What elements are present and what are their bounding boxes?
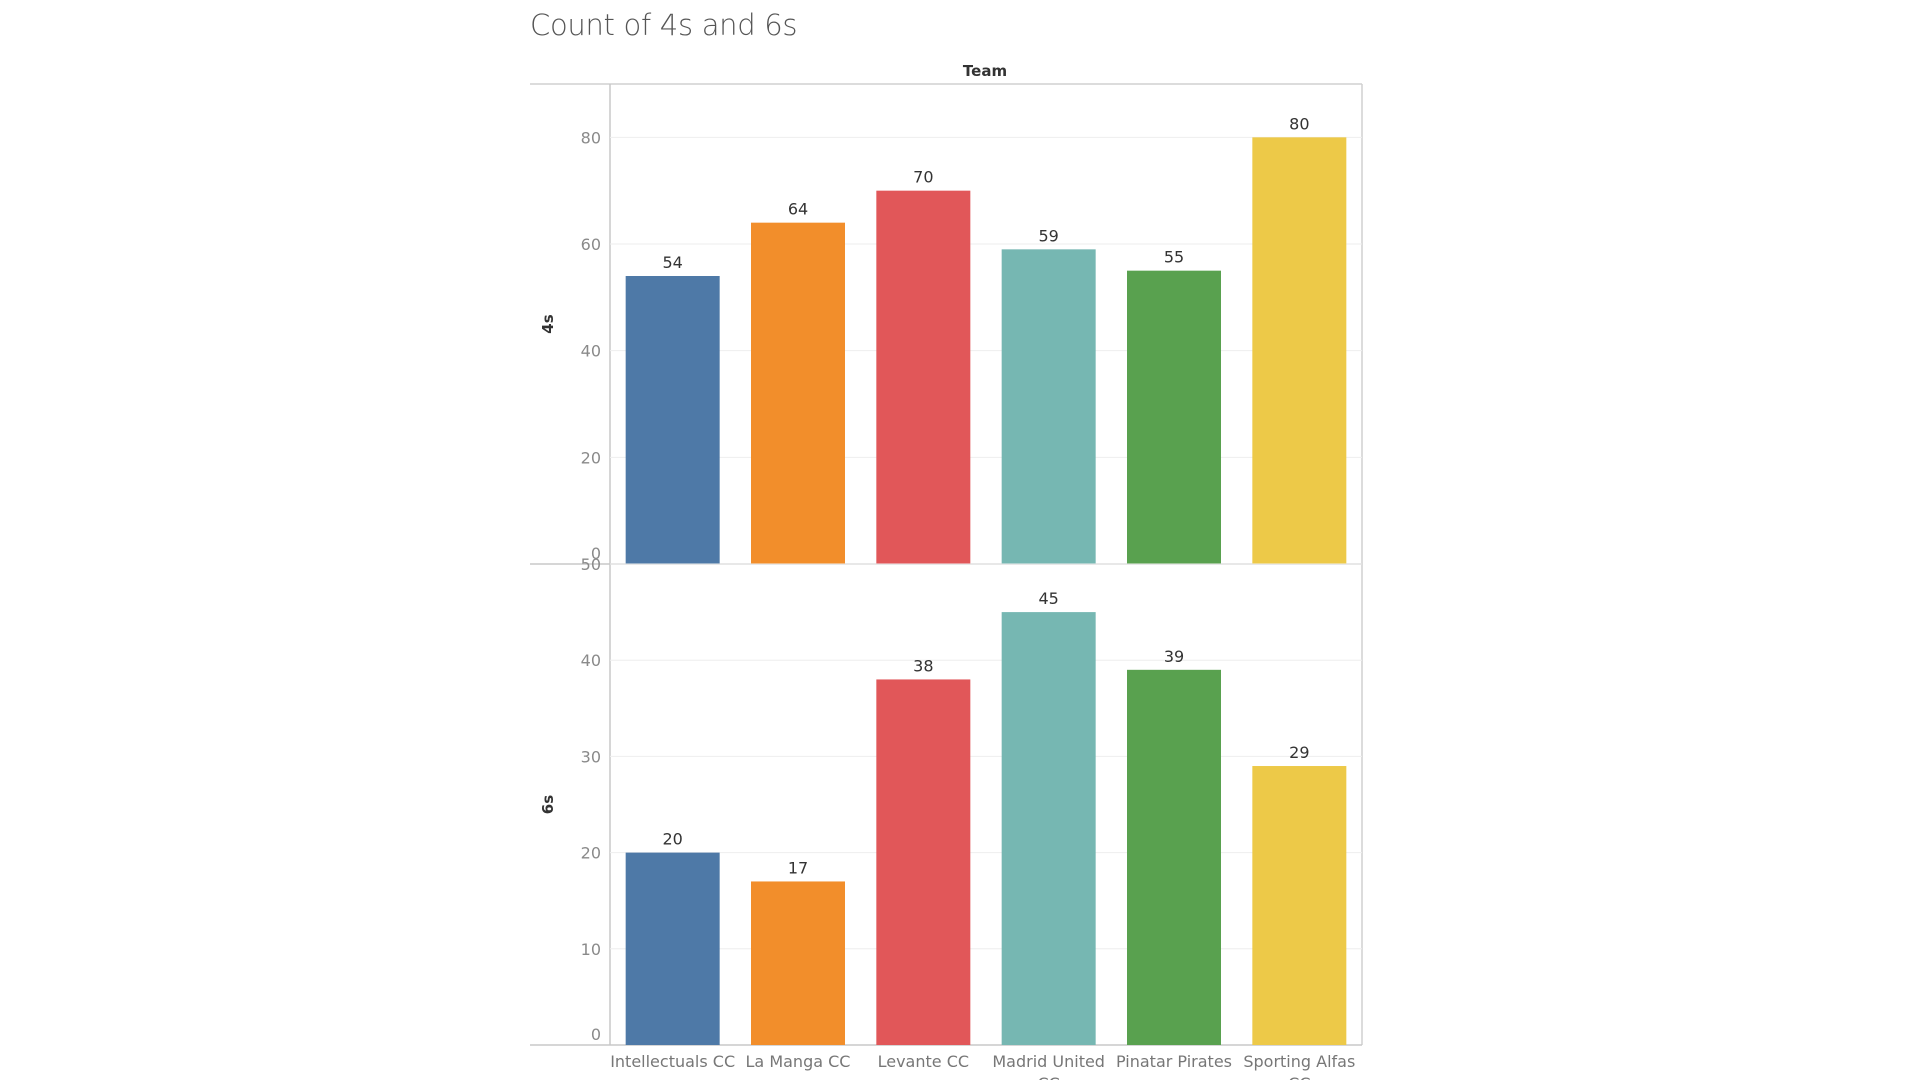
y-tick-label: 10 xyxy=(581,940,601,959)
bar xyxy=(1127,669,1221,1045)
bar-value-label: 64 xyxy=(788,200,808,219)
y-tick-label: 50 xyxy=(581,555,601,574)
y-tick-label: 80 xyxy=(581,128,601,147)
bar xyxy=(1127,270,1221,564)
y-tick-label: 20 xyxy=(581,448,601,467)
x-category-label: Sporting Alfas xyxy=(1243,1052,1355,1071)
x-category-label: Intellectuals CC xyxy=(610,1052,735,1071)
x-category-label: CC xyxy=(1288,1074,1310,1080)
y-axis-title: 6s xyxy=(539,795,557,814)
chart-title: Count of 4s and 6s xyxy=(530,8,798,42)
bar xyxy=(1001,249,1096,565)
bar-value-label: 59 xyxy=(1038,226,1058,245)
y-axis-title: 4s xyxy=(539,314,557,333)
x-category-label: La Manga CC xyxy=(746,1052,851,1071)
bar-value-label: 17 xyxy=(788,858,808,877)
bar-value-label: 54 xyxy=(662,253,682,272)
bar xyxy=(876,679,971,1045)
y-tick-label: 0 xyxy=(591,1025,601,1044)
x-category-label: Pinatar Pirates xyxy=(1116,1052,1232,1071)
bar xyxy=(1252,137,1347,565)
bar-value-label: 80 xyxy=(1289,114,1309,133)
bar-value-label: 70 xyxy=(913,168,933,187)
x-category-label: CC xyxy=(1037,1074,1059,1080)
bar-value-label: 20 xyxy=(662,830,682,849)
bar xyxy=(876,190,971,564)
y-tick-label: 40 xyxy=(581,651,601,670)
bar xyxy=(1252,766,1347,1045)
bar-value-label: 29 xyxy=(1289,743,1309,762)
x-category-label: Levante CC xyxy=(878,1052,969,1071)
x-category-label: Madrid United xyxy=(992,1052,1105,1071)
bar-value-label: 45 xyxy=(1038,589,1058,608)
y-tick-label: 60 xyxy=(581,235,601,254)
y-tick-label: 30 xyxy=(581,747,601,766)
bar xyxy=(625,276,720,564)
bar xyxy=(751,881,845,1045)
column-header: Team xyxy=(963,62,1007,80)
bar xyxy=(751,222,845,564)
bar-value-label: 39 xyxy=(1164,647,1184,666)
y-tick-label: 0 xyxy=(591,544,601,563)
y-tick-label: 40 xyxy=(581,342,601,361)
bar-value-label: 38 xyxy=(913,656,933,675)
y-tick-label: 20 xyxy=(581,844,601,863)
bar xyxy=(1001,612,1096,1045)
bar xyxy=(625,852,720,1045)
bar-value-label: 55 xyxy=(1164,248,1184,267)
